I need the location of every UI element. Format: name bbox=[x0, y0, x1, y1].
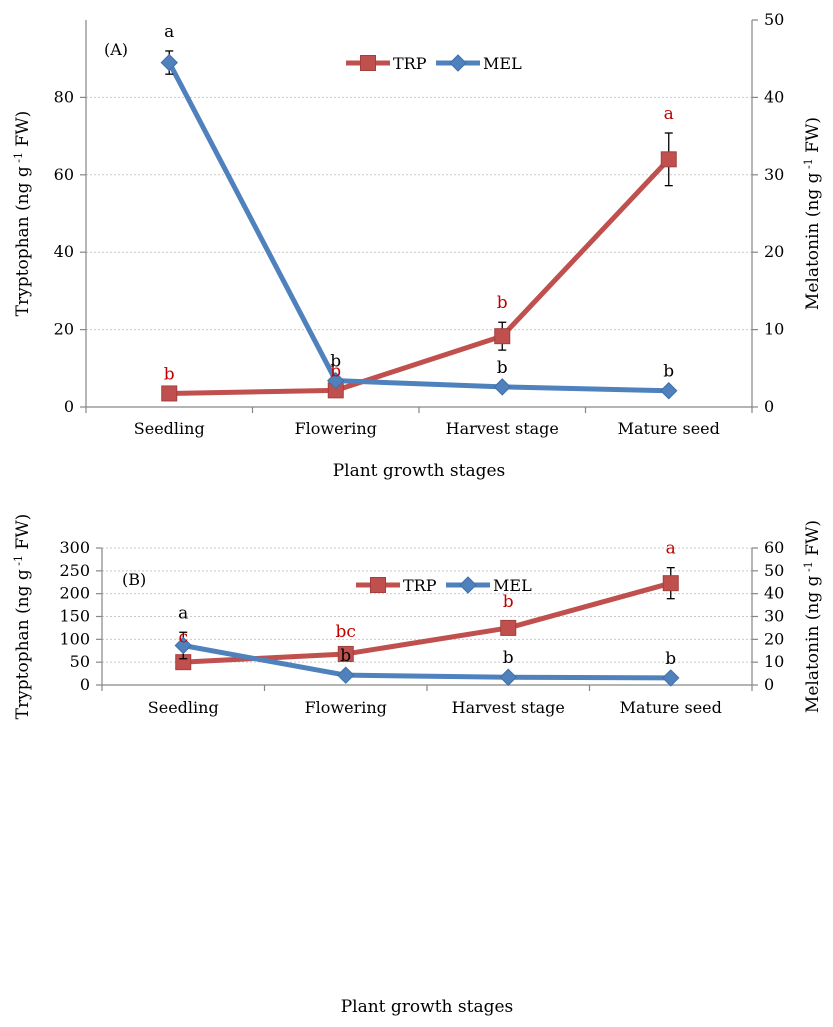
legend-marker bbox=[360, 55, 376, 71]
significance-letter: a bbox=[664, 104, 674, 124]
x-tick-label: Seedling bbox=[134, 419, 205, 438]
y-left-tick-label: 0 bbox=[80, 675, 90, 694]
series-trp bbox=[161, 132, 677, 402]
y-left-tick-label: 20 bbox=[54, 320, 74, 339]
y-left-tick-label: 60 bbox=[54, 165, 74, 184]
data-point bbox=[337, 645, 354, 662]
significance-letter: b bbox=[665, 649, 676, 669]
data-point bbox=[662, 575, 679, 592]
legend-label: TRP bbox=[393, 54, 427, 73]
y-right-tick-label: 40 bbox=[764, 584, 784, 603]
panel-label: (B) bbox=[122, 570, 146, 589]
legend-item-mel: MEL bbox=[436, 54, 522, 73]
legend-item-trp: TRP bbox=[356, 576, 437, 595]
significance-letter: a bbox=[178, 603, 188, 623]
y-right-axis-title: Melatonin (ng g -1 FW) bbox=[802, 520, 824, 713]
legend-label: MEL bbox=[483, 54, 522, 73]
significance-letter: b bbox=[503, 592, 514, 612]
x-tick-label: Flowering bbox=[305, 698, 387, 717]
legend-marker bbox=[449, 54, 467, 72]
significance-letter: b bbox=[330, 352, 341, 372]
significance-letter: a bbox=[666, 539, 676, 559]
y-right-tick-label: 0 bbox=[764, 397, 774, 416]
series-mel bbox=[160, 50, 678, 400]
series-line bbox=[169, 157, 671, 396]
y-right-tick-label: 10 bbox=[764, 320, 784, 339]
data-point bbox=[494, 328, 511, 345]
y-right-tick-label: 40 bbox=[764, 87, 784, 106]
significance-letter: b bbox=[164, 364, 175, 384]
data-point bbox=[327, 371, 345, 390]
x-tick-label: Seedling bbox=[148, 698, 219, 717]
legend-item-mel: MEL bbox=[446, 576, 532, 595]
data-point bbox=[337, 666, 355, 684]
x-tick-label: Mature seed bbox=[618, 419, 720, 438]
series-line bbox=[182, 643, 671, 681]
data-point bbox=[662, 669, 680, 687]
y-left-tick-label: 40 bbox=[54, 242, 74, 261]
significance-letter: b bbox=[663, 362, 674, 382]
y-left-tick-label: 250 bbox=[59, 561, 90, 580]
x-axis-title: Plant growth stages bbox=[333, 461, 506, 481]
data-point bbox=[499, 668, 517, 686]
y-left-tick-label: 300 bbox=[59, 538, 90, 557]
y-right-tick-label: 30 bbox=[764, 165, 784, 184]
x-axis-title: Plant growth stages bbox=[341, 997, 514, 1017]
significance-letter: b bbox=[330, 361, 341, 381]
significance-letter: bc bbox=[336, 622, 356, 642]
y-right-tick-label: 20 bbox=[764, 629, 784, 648]
legend-item-trp: TRP bbox=[346, 54, 427, 73]
data-point bbox=[493, 378, 511, 396]
legend-marker bbox=[370, 577, 386, 593]
data-point bbox=[660, 382, 678, 400]
chart-panel-b: 0 50 100 150 200 250 300 0 10 20 30 40 50 60 Seedling F… bbox=[12, 514, 824, 1017]
y-left-tick-label: 150 bbox=[59, 607, 90, 626]
y-left-tick-label: 80 bbox=[54, 87, 74, 106]
legend-marker bbox=[459, 576, 477, 594]
y-right-tick-label: 60 bbox=[764, 538, 784, 557]
y-right-tick-label: 50 bbox=[764, 10, 784, 29]
y-right-tick-label: 20 bbox=[764, 242, 784, 261]
significance-letter: b bbox=[497, 293, 508, 313]
y-left-axis-title: Tryptophan (ng g -1 FW) bbox=[12, 514, 34, 720]
x-tick-label: Flowering bbox=[295, 419, 377, 438]
data-point bbox=[161, 385, 178, 402]
significance-letter: a bbox=[164, 22, 174, 42]
panel-label: (A) bbox=[104, 40, 128, 59]
y-right-tick-label: 50 bbox=[764, 561, 784, 580]
legend-label: TRP bbox=[403, 576, 437, 595]
series-line bbox=[167, 61, 669, 394]
data-point bbox=[500, 619, 517, 636]
legend-label: MEL bbox=[493, 576, 532, 595]
x-tick-label: Mature seed bbox=[620, 698, 722, 717]
y-left-tick-label: 100 bbox=[59, 629, 90, 648]
y-right-tick-label: 30 bbox=[764, 607, 784, 626]
y-right-tick-label: 10 bbox=[764, 652, 784, 671]
y-left-tick-label: 0 bbox=[64, 397, 74, 416]
significance-letter: b bbox=[340, 646, 351, 666]
x-tick-label: Harvest stage bbox=[452, 698, 565, 717]
y-left-axis-title: Tryptophan (ng g -1 FW) bbox=[12, 111, 34, 317]
data-point bbox=[160, 53, 178, 72]
y-right-axis-title: Melatonin (ng g -1 FW) bbox=[802, 117, 824, 310]
data-point bbox=[174, 636, 192, 655]
significance-letter: b bbox=[503, 648, 514, 668]
data-point bbox=[660, 151, 677, 168]
x-tick-label: Harvest stage bbox=[446, 419, 559, 438]
y-left-tick-label: 200 bbox=[59, 584, 90, 603]
significance-letter: b bbox=[497, 358, 508, 378]
chart-panel-a: 0 20 40 60 80 0 10 20 30 40 50 Seedling Flowering Har… bbox=[12, 10, 824, 481]
significance-letter: c bbox=[178, 628, 188, 648]
series-mel bbox=[174, 631, 680, 687]
y-right-tick-label: 0 bbox=[764, 675, 774, 694]
y-left-tick-label: 50 bbox=[70, 652, 90, 671]
series-line bbox=[183, 580, 672, 665]
